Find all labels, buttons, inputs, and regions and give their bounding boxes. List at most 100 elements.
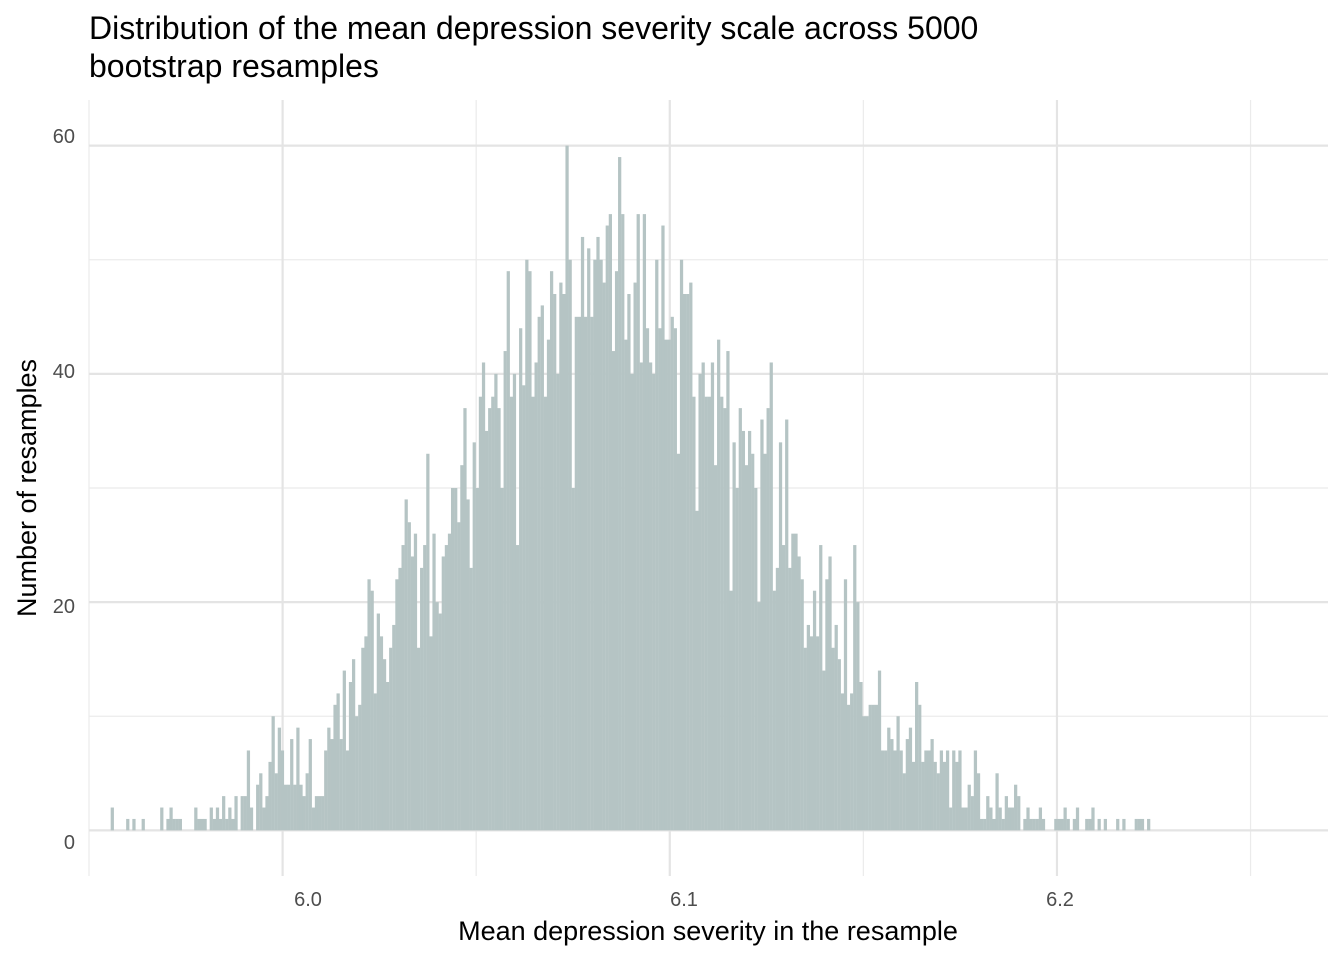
histogram-bar (531, 396, 535, 831)
histogram-bar (1072, 818, 1077, 831)
histogram-bar (472, 442, 476, 831)
histogram-bar (837, 659, 841, 831)
histogram-bar (395, 579, 399, 831)
histogram-bar (757, 602, 761, 831)
histogram-bar (915, 682, 919, 831)
histogram-bar (658, 328, 662, 831)
histogram-bar (172, 818, 176, 831)
histogram-bar (432, 533, 436, 831)
histogram-bar (806, 624, 810, 831)
histogram-bar (324, 750, 328, 831)
histogram-bar (973, 750, 978, 831)
histogram-bar (497, 408, 501, 831)
histogram-bar (936, 773, 940, 831)
histogram-bar (225, 818, 229, 831)
histogram-bar (890, 739, 894, 831)
histogram-bar (639, 362, 643, 831)
histogram-bar (735, 488, 739, 831)
histogram-bar (769, 362, 773, 831)
histogram-bar (1032, 818, 1036, 831)
y-tick-label: 0 (64, 832, 75, 854)
histogram-bar (215, 807, 220, 831)
histogram-bar (636, 214, 640, 831)
histogram-bar (314, 796, 319, 831)
histogram-bar (249, 807, 254, 831)
histogram-bar (707, 396, 711, 831)
histogram-bar (880, 750, 885, 831)
histogram-bar (803, 647, 807, 831)
y-axis-title: Number of resamples (12, 359, 42, 617)
histogram-bar (788, 567, 792, 831)
histogram-bar (905, 739, 909, 831)
histogram-bar (178, 818, 182, 831)
histogram-bar (447, 533, 452, 831)
histogram-bar (1063, 807, 1067, 831)
histogram-bar (831, 647, 835, 831)
histogram-bar (621, 214, 625, 831)
y-tick-label: 20 (53, 596, 75, 618)
histogram-bar (413, 533, 418, 831)
histogram-bar (955, 761, 959, 831)
histogram-bar (259, 773, 263, 831)
histogram-bars (110, 145, 1151, 831)
histogram-bar (726, 351, 730, 831)
histogram-bar (246, 750, 251, 831)
histogram-bar (747, 430, 752, 831)
histogram-bar (967, 784, 971, 831)
histogram-bar (884, 750, 888, 831)
histogram-bar (194, 807, 198, 831)
histogram-bar (744, 465, 749, 831)
histogram-bar (228, 807, 232, 831)
histogram-bar (460, 465, 464, 831)
histogram-bar (921, 761, 925, 831)
histogram-bar (336, 693, 340, 831)
histogram-bar (819, 545, 823, 831)
y-tick-label: 60 (53, 126, 75, 148)
histogram-bar (519, 328, 523, 831)
histogram-bar (655, 259, 659, 831)
histogram-bar (132, 818, 136, 831)
histogram-bar (299, 784, 303, 831)
histogram-bar (376, 613, 380, 831)
histogram-bar (791, 533, 795, 831)
histogram-bar (1010, 807, 1015, 831)
histogram-bar (741, 430, 746, 831)
histogram-bar (1137, 818, 1142, 831)
histogram-bar (382, 659, 387, 831)
histogram-bar (268, 761, 272, 831)
histogram-bar (327, 727, 331, 831)
histogram-bar (989, 807, 993, 831)
histogram-bar (481, 362, 486, 831)
histogram-bar (212, 818, 217, 831)
histogram-bar (723, 408, 727, 831)
x-tick-label: 6.0 (294, 889, 322, 911)
histogram-bar (664, 339, 668, 831)
histogram-bar (865, 716, 869, 831)
histogram-bar (701, 362, 705, 831)
histogram-bar (441, 556, 445, 831)
histogram-bar (630, 373, 634, 831)
histogram-bar (488, 408, 492, 831)
histogram-bar (274, 773, 278, 831)
histogram-bar (342, 670, 346, 831)
histogram-bar (1054, 818, 1058, 831)
histogram-bar (500, 488, 504, 831)
histogram-bar (463, 408, 467, 831)
histogram-bar (979, 818, 984, 831)
histogram-bar (933, 761, 937, 831)
histogram-bar (491, 396, 495, 831)
histogram-bar (732, 442, 736, 831)
histogram-bar (271, 716, 275, 831)
histogram-bar (351, 659, 356, 831)
x-axis-tick-labels: 6.0 6.1 6.2 (294, 889, 1074, 911)
histogram-bar (287, 784, 291, 831)
histogram-bar (812, 590, 817, 831)
histogram-bar (565, 145, 569, 831)
histogram-bar (624, 339, 628, 831)
histogram-bar (1147, 818, 1151, 831)
histogram-bar (166, 818, 170, 831)
histogram-bar (766, 408, 770, 831)
histogram-bar (317, 796, 322, 831)
histogram-bar (311, 807, 316, 831)
histogram-bar (710, 362, 715, 831)
